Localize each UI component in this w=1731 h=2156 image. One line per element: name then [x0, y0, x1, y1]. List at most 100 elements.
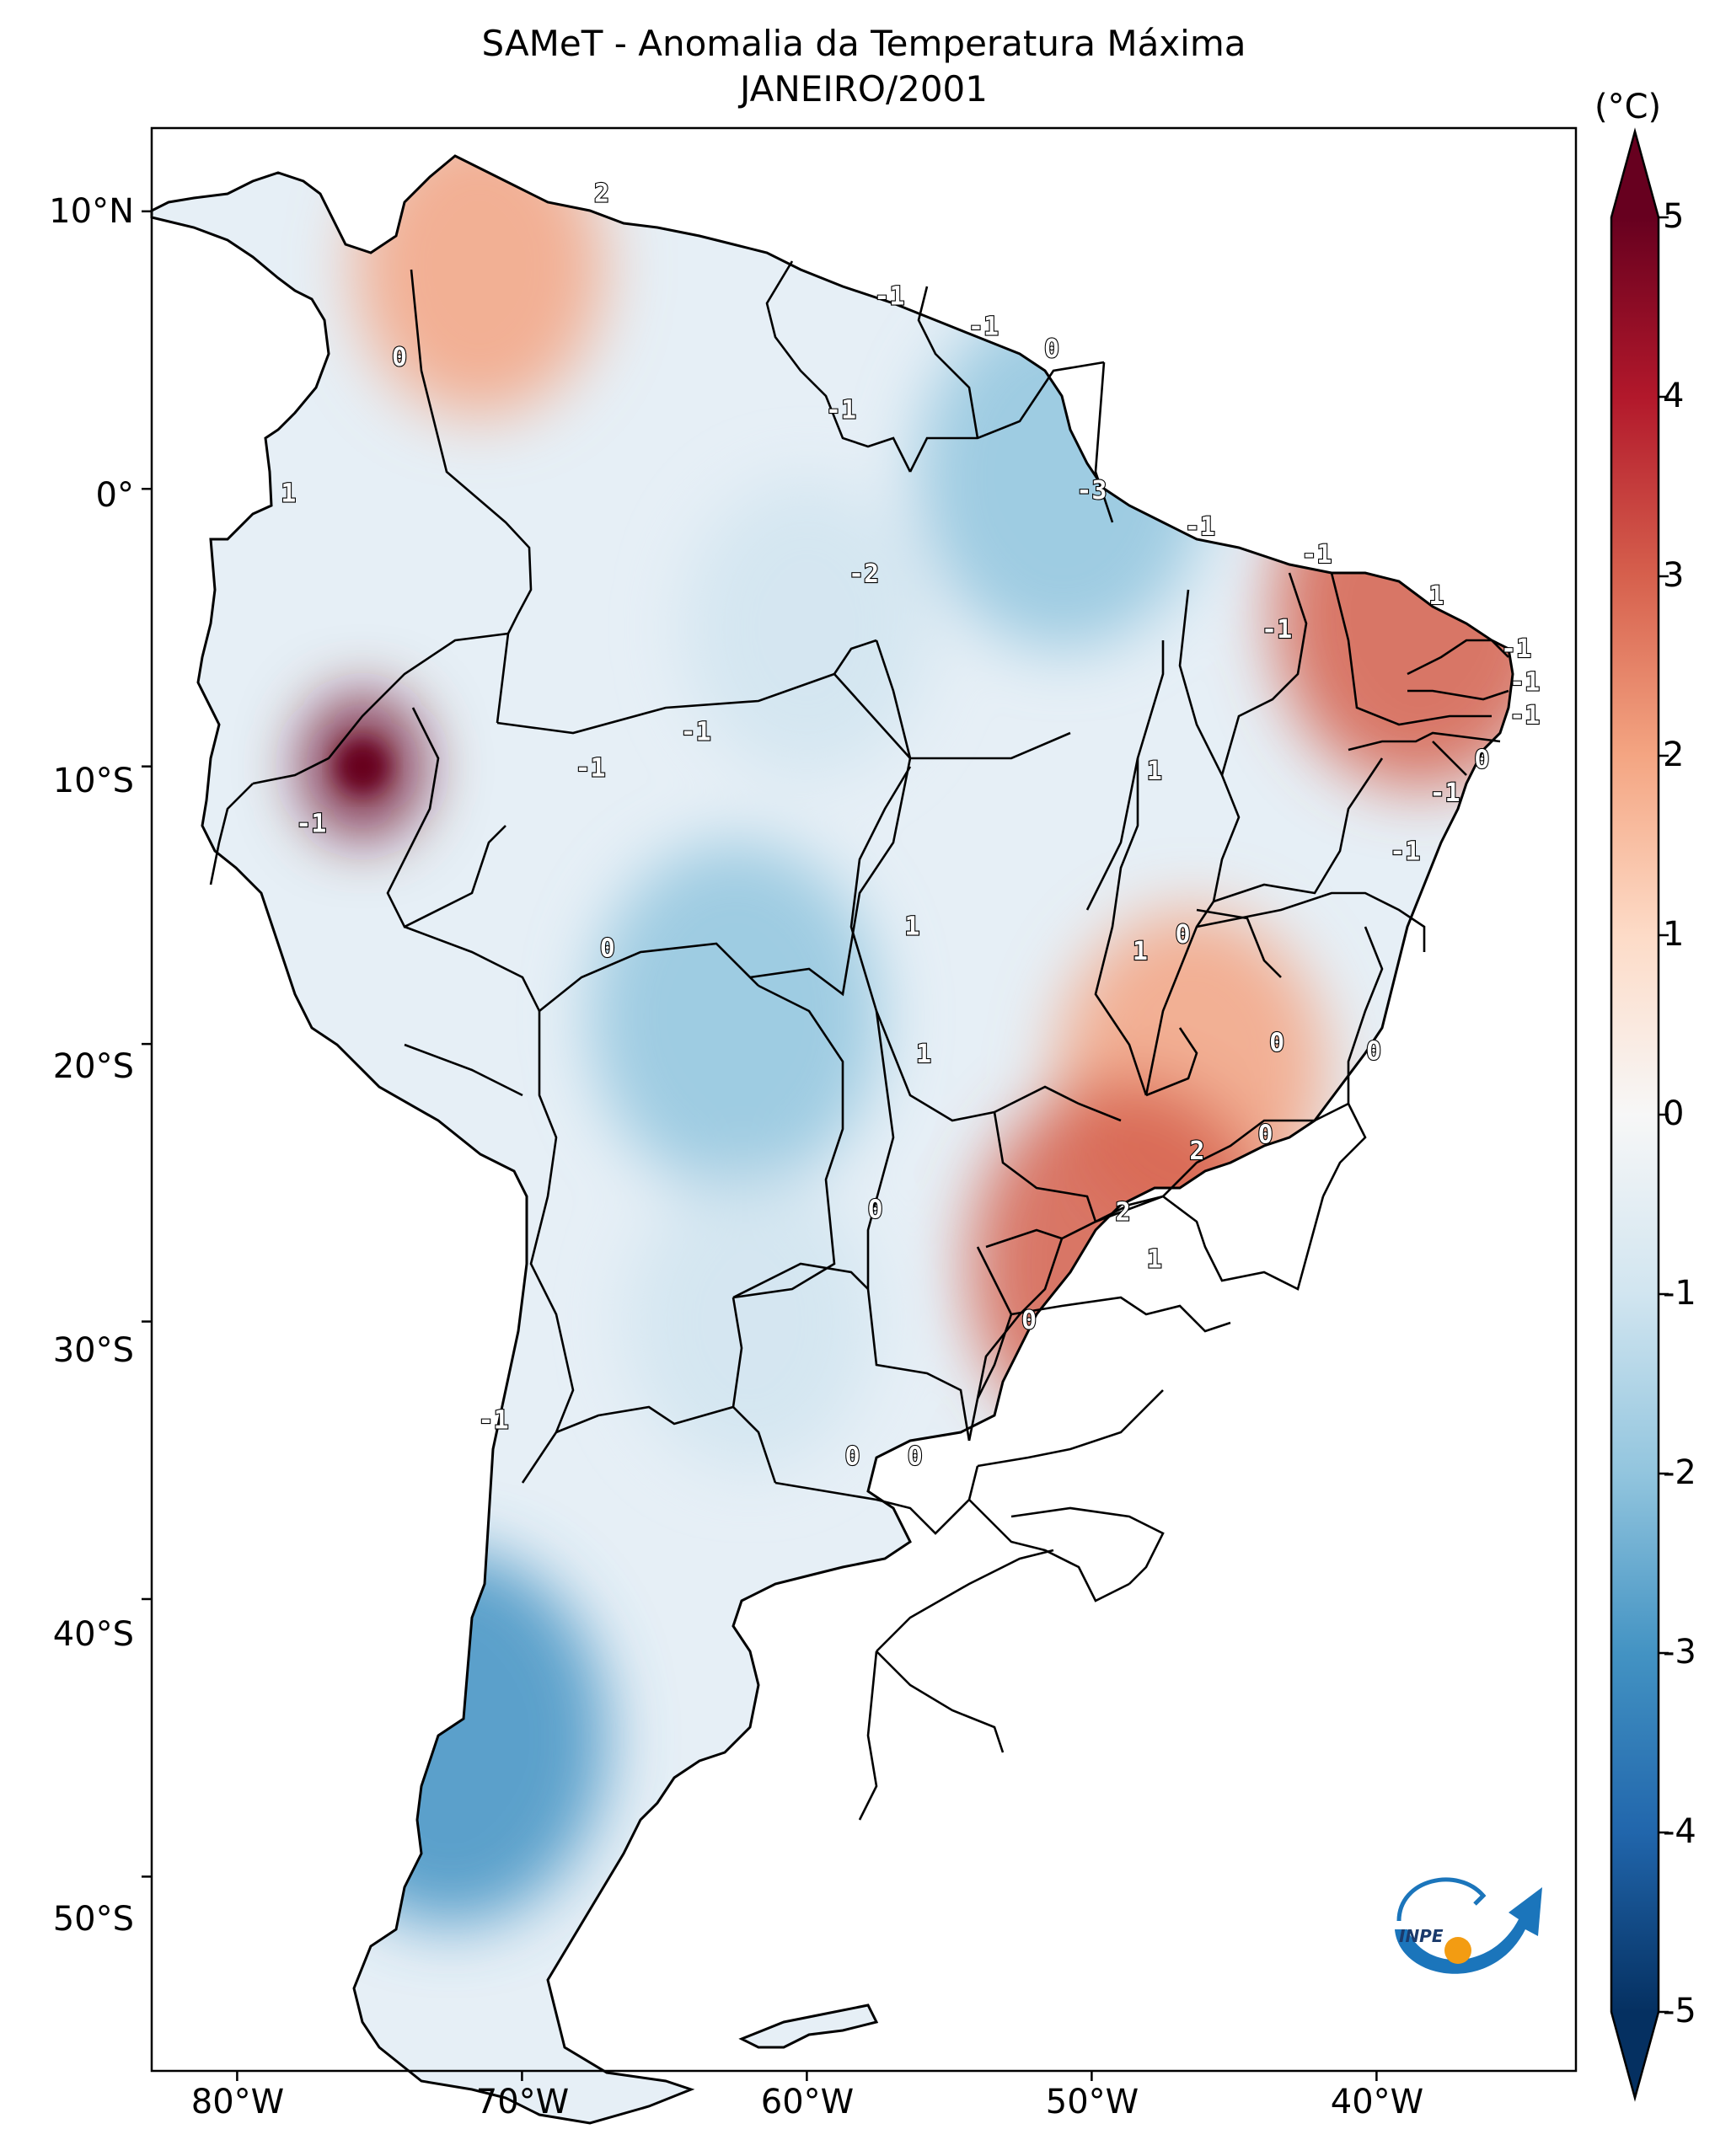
x-tick-80w: 80°W: [190, 2083, 285, 2121]
contour-label: 1: [1133, 937, 1148, 966]
border-peru-ecuador: [386, 707, 506, 928]
inpe-sun-icon: [1444, 1937, 1471, 1964]
y-tick-50s: 50°S: [52, 1900, 134, 1939]
border-pr-west: [976, 1246, 1013, 1399]
border-bolivia-argentina: [555, 1405, 777, 1484]
contour-label: -1: [1301, 540, 1332, 570]
y-ticks: [142, 210, 152, 1878]
colorbar-ticks: [1659, 216, 1669, 2014]
border-uruguay-argentina: [858, 1650, 878, 1821]
inpe-logo: INPE: [1395, 1877, 1542, 1974]
contour-label: 0: [1474, 746, 1489, 775]
border-uruguay-rs: [876, 1650, 1005, 1753]
contour-label: -1: [1185, 512, 1215, 542]
contour-label: -1: [1429, 778, 1460, 808]
y-tick-20s: 20°S: [52, 1047, 134, 1086]
colorbar-gradient: [1611, 217, 1659, 2012]
border-peru-south: [404, 1043, 523, 1097]
colorbar-tick-label: 0: [1663, 1094, 1685, 1133]
colorbar-tick-label: 3: [1663, 556, 1685, 595]
contour-label: 0: [1044, 334, 1059, 364]
y-tick-0: 0°: [95, 476, 134, 515]
border-ecuador-coast: [209, 783, 254, 885]
border-uruguay-brazil: [876, 1549, 1054, 1652]
border-mato-grosso-goias: [994, 1085, 1122, 1122]
border-sp-pr: [1010, 1296, 1231, 1333]
border-paraguay-brazil: [866, 1288, 971, 1442]
border-paraguay-north: [732, 1262, 869, 1299]
border-brazil-north: [496, 639, 877, 735]
contour-label: 0: [1366, 1036, 1381, 1066]
contour-label: -1: [1509, 667, 1540, 697]
border-ms-sp: [967, 1238, 1064, 1442]
contour-label: 0: [1176, 920, 1191, 950]
border-bolivia-paraguay: [732, 1297, 743, 1408]
contour-label: 0: [1269, 1029, 1284, 1058]
contour-label: 0: [908, 1442, 923, 1471]
border-argentina-brazil: [968, 1499, 1130, 1602]
map-subtitle: JANEIRO/2001: [740, 68, 988, 110]
plot-frame: [150, 126, 1578, 2073]
contour-label: 0: [600, 934, 615, 964]
x-ticks: [236, 2071, 1378, 2081]
x-tick-50w: 50°W: [1045, 2083, 1139, 2121]
border-peru-bolivia-chile: [521, 1011, 575, 1484]
border-guyana-interior: [917, 286, 979, 439]
contour-label: -1: [826, 396, 856, 425]
coastline: [150, 154, 1514, 2125]
contour-label: 2: [594, 179, 609, 209]
colorbar-tick-label: 4: [1663, 377, 1685, 415]
y-tick-10s: 10°S: [52, 762, 134, 800]
contour-label: -1: [1390, 837, 1420, 866]
contour-label: 0: [1258, 1120, 1273, 1149]
border-amazonas-mato-grosso: [749, 757, 912, 997]
colorbar-tick-label: -3: [1663, 1633, 1696, 1672]
contour-label: 1: [1147, 757, 1162, 786]
border-bahia-mg: [1196, 891, 1426, 952]
border-bahia-mg-north: [1196, 908, 1282, 978]
border-al-se: [1432, 741, 1467, 776]
border-suriname-fguiana: [1035, 361, 1105, 397]
contour-label: -1: [575, 753, 605, 783]
y-tick-40s: 40°S: [52, 1615, 134, 1654]
border-colombia-venezuela: [410, 269, 533, 724]
x-tick-60w: 60°W: [760, 2083, 855, 2121]
anomaly-hotspot-0: [337, 741, 389, 792]
colorbar-tick-label: -5: [1663, 1992, 1696, 2030]
contour-label: 0: [392, 343, 407, 372]
border-ms-goias: [993, 1111, 1097, 1222]
contour-label: -1: [1501, 634, 1531, 664]
contour-label: -3: [1076, 476, 1107, 506]
border-piaui-ceara: [1220, 572, 1308, 776]
anomaly-hotspots: [337, 741, 389, 792]
contour-label: 2: [1189, 1137, 1204, 1166]
border-para-tocantins: [849, 766, 995, 1122]
y-tick-10n: 10°N: [49, 192, 134, 231]
inpe-swoosh-icon: [1395, 1887, 1542, 1974]
border-piaui-bahia: [1213, 757, 1384, 903]
anomaly-region-9: [625, 1172, 875, 1471]
contour-label: -1: [1509, 701, 1540, 730]
contour-label: -1: [681, 718, 711, 747]
x-tick-70w: 70°W: [475, 2083, 570, 2121]
contour-label: 1: [916, 1040, 931, 1069]
border-rn-pb: [1407, 639, 1509, 676]
contour-label: 1: [1428, 581, 1444, 611]
contour-label: -1: [1262, 615, 1292, 645]
contour-label: -1: [968, 313, 999, 342]
contour-labels: 20-1-10-11 -3-1-2-11-1-1-1-1-1-1 01-1-1-11…: [280, 178, 1541, 1472]
colorbar-tick-label: 2: [1663, 736, 1685, 774]
border-mato-grosso-ms: [866, 1010, 895, 1289]
border-goias-bahia: [1144, 901, 1215, 1096]
colorbar-tick-label: -4: [1663, 1812, 1696, 1851]
anomaly-region-7: [590, 842, 882, 1191]
border-ms-pr: [985, 1228, 1063, 1249]
border-pe-al: [1348, 731, 1501, 752]
border-sc-rs: [1010, 1506, 1165, 1585]
map-title: SAMeT - Anomalia da Temperatura Máxima: [481, 23, 1246, 64]
border-sp-mg: [1061, 1195, 1325, 1291]
colorbar-min-arrow: [1611, 2012, 1659, 2098]
border-bolivia-brazil: [732, 984, 844, 1299]
